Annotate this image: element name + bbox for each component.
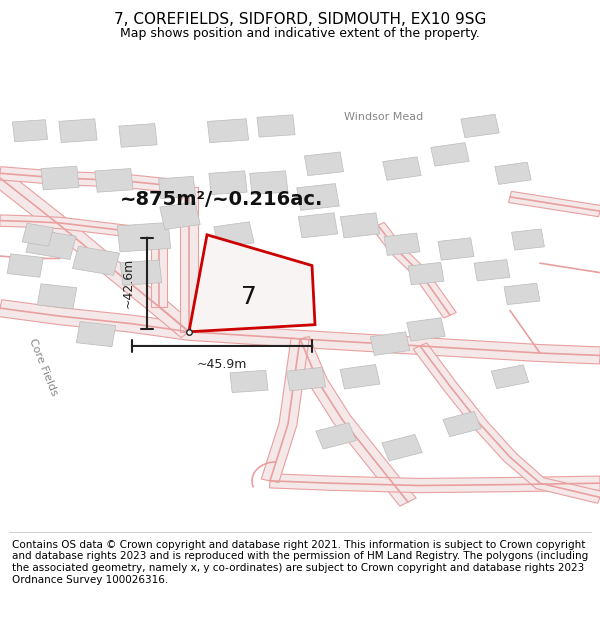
Polygon shape [291,336,416,506]
Text: Core Fields: Core Fields [27,337,59,398]
Polygon shape [73,246,119,276]
Polygon shape [408,262,444,285]
Polygon shape [298,213,338,238]
Polygon shape [0,172,197,338]
Polygon shape [160,202,200,229]
Polygon shape [22,223,53,246]
Polygon shape [413,343,600,503]
Polygon shape [304,152,344,176]
Polygon shape [296,184,340,211]
Polygon shape [461,114,499,138]
Polygon shape [189,235,315,332]
Polygon shape [383,157,421,180]
Polygon shape [474,259,510,281]
Polygon shape [13,119,47,142]
Polygon shape [257,115,295,137]
Polygon shape [316,422,356,449]
Polygon shape [76,322,116,347]
Polygon shape [384,233,420,256]
Text: ~42.6m: ~42.6m [122,258,135,308]
Polygon shape [95,169,133,192]
Text: 7, COREFIELDS, SIDFORD, SIDMOUTH, EX10 9SG: 7, COREFIELDS, SIDFORD, SIDMOUTH, EX10 9… [114,12,486,27]
Polygon shape [230,371,268,392]
Polygon shape [117,222,171,252]
Text: ~875m²/~0.216ac.: ~875m²/~0.216ac. [120,190,323,209]
Polygon shape [431,142,469,166]
Polygon shape [491,365,529,389]
Polygon shape [209,171,247,194]
Polygon shape [438,238,474,260]
Polygon shape [495,162,531,184]
Polygon shape [214,222,254,248]
Polygon shape [0,167,190,194]
Text: Contains OS data © Crown copyright and database right 2021. This information is : Contains OS data © Crown copyright and d… [12,540,588,584]
Polygon shape [121,260,161,285]
Text: Windsor Mead: Windsor Mead [344,111,424,121]
Polygon shape [26,229,76,259]
Polygon shape [151,235,167,307]
Polygon shape [119,124,157,148]
Polygon shape [59,119,97,142]
Polygon shape [7,254,43,278]
Polygon shape [382,434,422,461]
Polygon shape [340,364,380,389]
Polygon shape [286,368,326,391]
Polygon shape [250,171,288,194]
Polygon shape [443,411,481,437]
Polygon shape [208,119,248,142]
Polygon shape [37,284,77,309]
Polygon shape [509,191,600,217]
Polygon shape [269,474,600,492]
Polygon shape [158,176,196,199]
Polygon shape [504,283,540,304]
Polygon shape [0,215,160,241]
Polygon shape [261,338,309,482]
Text: 7: 7 [241,285,257,309]
Polygon shape [41,166,79,190]
Polygon shape [0,300,600,364]
Polygon shape [512,229,544,250]
Polygon shape [407,318,445,341]
Text: ~45.9m: ~45.9m [197,357,247,371]
Polygon shape [340,213,380,238]
Polygon shape [372,222,456,318]
Text: Map shows position and indicative extent of the property.: Map shows position and indicative extent… [120,27,480,39]
Polygon shape [180,188,198,332]
Polygon shape [370,332,410,356]
